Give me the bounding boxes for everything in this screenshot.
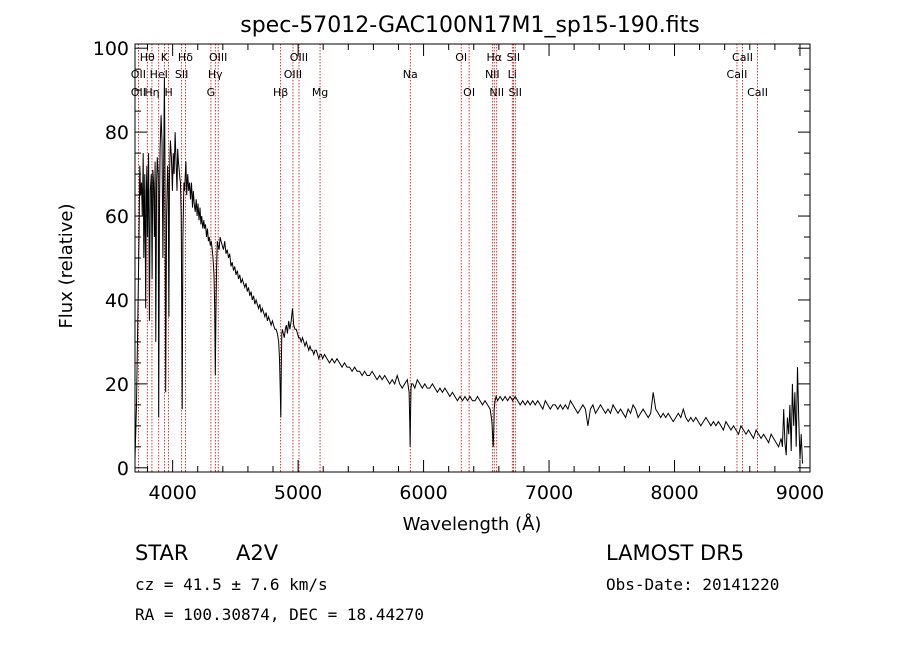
line-marker-label: CaII — [747, 86, 768, 99]
line-marker-label: NII — [485, 68, 500, 81]
y-tick-label: 20 — [105, 374, 129, 396]
line-marker-label: G — [207, 86, 216, 99]
line-marker-label: Hγ — [208, 68, 223, 81]
x-tick-label: 5000 — [274, 482, 322, 504]
line-marker-label: HeI — [150, 68, 168, 81]
x-tick-label: 6000 — [399, 482, 447, 504]
y-tick-label: 80 — [105, 122, 129, 144]
line-marker-label: Hθ — [140, 51, 155, 64]
line-marker-label: K — [161, 51, 169, 64]
line-marker-label: Na — [403, 68, 418, 81]
line-marker-label: SII — [507, 51, 520, 64]
y-axis: 0 20 40 60 80 100 — [93, 38, 810, 480]
line-marker-label: OII — [131, 68, 146, 81]
object-class: STAR — [135, 541, 188, 565]
redshift-velocity: cz = 41.5 ± 7.6 km/s — [135, 575, 328, 594]
line-marker-label: Hβ — [273, 86, 288, 99]
line-marker-label: Hα — [486, 51, 502, 64]
line-marker-label: NII — [489, 86, 504, 99]
x-tick-label: 9000 — [776, 482, 824, 504]
line-marker-label: SII — [175, 68, 188, 81]
line-marker-label: Hδ — [178, 51, 193, 64]
line-marker-label: OI — [463, 86, 475, 99]
y-tick-label: 0 — [117, 458, 129, 480]
line-marker-label: CaII — [727, 68, 748, 81]
object-subclass: A2V — [236, 541, 279, 565]
plot-frame — [134, 43, 811, 473]
observation-date: Obs-Date: 20141220 — [606, 575, 779, 594]
y-tick-label: 100 — [93, 38, 129, 60]
line-marker-label: OIII — [209, 51, 227, 64]
x-tick-label: 8000 — [650, 482, 698, 504]
line-marker-label: CaII — [732, 51, 753, 64]
spectrum-series-line — [134, 77, 803, 464]
chart-title: spec-57012-GAC100N17M1_sp15-190.fits — [240, 13, 700, 38]
x-axis-label: Wavelength (Å) — [403, 513, 542, 535]
line-marker-label: SII — [509, 86, 522, 99]
line-marker-label: Mg — [312, 86, 328, 99]
line-marker-label: OI — [455, 51, 467, 64]
y-tick-label: 40 — [105, 290, 129, 312]
coordinates: RA = 100.30874, DEC = 18.44270 — [135, 605, 424, 624]
y-axis-label: Flux (relative) — [56, 203, 77, 328]
x-tick-label: 4000 — [148, 482, 196, 504]
line-marker-label: Li — [508, 68, 517, 81]
y-tick-label: 60 — [105, 206, 129, 228]
x-axis: 4000 5000 6000 7000 8000 9000 — [147, 44, 824, 504]
line-marker-label: Hη — [144, 86, 159, 99]
survey-name: LAMOST DR5 — [606, 541, 744, 565]
line-marker-label: OIII — [290, 51, 308, 64]
x-tick-label: 7000 — [525, 482, 573, 504]
line-marker-label: H — [164, 86, 172, 99]
emission-line-markers — [137, 44, 758, 472]
line-marker-label: OIII — [284, 68, 302, 81]
